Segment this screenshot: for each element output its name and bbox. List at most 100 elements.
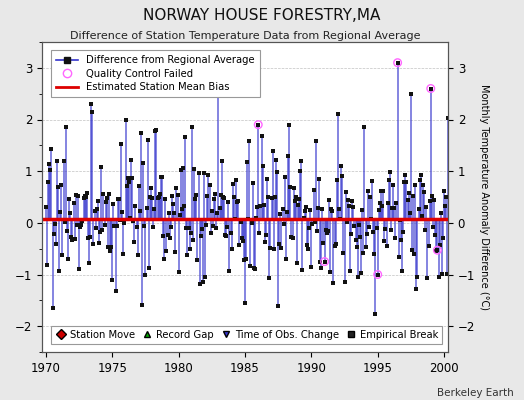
Point: [139, 160, 147, 167]
Point: [233, 198, 242, 205]
Point: [347, 231, 355, 237]
Point: [398, 268, 406, 274]
Point: [283, 209, 291, 215]
Point: [447, 228, 456, 234]
Point: [188, 124, 196, 130]
Point: [420, 189, 428, 195]
Point: [103, 195, 111, 201]
Point: [43, 262, 51, 268]
Point: [408, 246, 416, 253]
Point: [166, 234, 174, 241]
Point: [206, 230, 215, 236]
Point: [182, 225, 191, 232]
Point: [345, 202, 353, 209]
Point: [202, 222, 211, 228]
Point: [163, 231, 172, 238]
Point: [443, 271, 452, 278]
Point: [208, 207, 216, 214]
Point: [217, 158, 226, 164]
Point: [428, 192, 436, 199]
Point: [449, 255, 457, 262]
Point: [400, 179, 408, 186]
Point: [162, 248, 171, 254]
Point: [306, 207, 314, 214]
Point: [290, 198, 299, 204]
Point: [99, 191, 107, 197]
Point: [177, 167, 185, 173]
Point: [374, 271, 382, 278]
Point: [72, 192, 80, 198]
Point: [272, 157, 280, 163]
Point: [452, 210, 461, 217]
Point: [421, 227, 430, 233]
Point: [235, 242, 244, 248]
Point: [77, 222, 85, 228]
Point: [189, 237, 197, 243]
Point: [374, 271, 382, 278]
Point: [315, 176, 323, 182]
Point: [42, 203, 50, 210]
Point: [337, 163, 345, 170]
Point: [109, 200, 117, 207]
Point: [154, 195, 162, 202]
Point: [344, 197, 352, 204]
Point: [159, 233, 167, 240]
Point: [92, 224, 100, 231]
Point: [440, 188, 448, 194]
Point: [255, 229, 264, 236]
Point: [368, 178, 376, 184]
Point: [435, 242, 444, 248]
Point: [244, 216, 253, 222]
Point: [294, 202, 302, 208]
Point: [82, 194, 90, 201]
Point: [418, 213, 426, 219]
Point: [53, 158, 61, 164]
Point: [147, 184, 155, 191]
Point: [411, 182, 420, 188]
Point: [193, 257, 202, 263]
Point: [129, 218, 137, 224]
Point: [367, 216, 375, 222]
Point: [180, 203, 188, 210]
Point: [390, 205, 398, 211]
Point: [305, 225, 313, 232]
Point: [167, 224, 175, 230]
Point: [326, 269, 334, 276]
Point: [332, 241, 340, 248]
Point: [336, 216, 344, 222]
Point: [60, 219, 69, 225]
Point: [220, 195, 228, 202]
Point: [216, 192, 225, 198]
Point: [260, 238, 269, 245]
Point: [200, 170, 208, 176]
Point: [70, 236, 79, 242]
Point: [364, 188, 372, 194]
Point: [303, 242, 311, 248]
Point: [209, 222, 217, 229]
Point: [130, 238, 138, 245]
Point: [74, 193, 82, 200]
Point: [330, 242, 339, 249]
Point: [324, 228, 332, 234]
Point: [350, 223, 358, 230]
Point: [102, 198, 110, 205]
Point: [340, 279, 348, 286]
Point: [348, 198, 356, 204]
Point: [434, 274, 443, 280]
Text: Berkeley Earth: Berkeley Earth: [437, 388, 514, 398]
Point: [430, 197, 438, 203]
Point: [198, 226, 206, 232]
Point: [64, 256, 72, 262]
Point: [265, 275, 274, 282]
Point: [370, 251, 378, 258]
Point: [150, 206, 158, 212]
Point: [444, 115, 453, 121]
Point: [194, 170, 203, 176]
Point: [151, 128, 160, 134]
Point: [416, 176, 424, 183]
Point: [385, 176, 393, 183]
Point: [44, 179, 52, 186]
Point: [245, 138, 254, 144]
Point: [406, 210, 414, 217]
Point: [427, 85, 435, 92]
